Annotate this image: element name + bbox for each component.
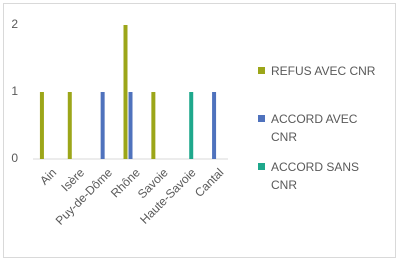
bar	[67, 92, 72, 159]
y-tick-label: 1	[11, 84, 18, 98]
bar	[212, 92, 217, 159]
legend-label: ACCORD AVEC CNR	[271, 112, 358, 144]
legend-label: ACCORD SANS CNR	[271, 160, 360, 192]
legend-entry: ACCORD SANS CNR	[258, 158, 376, 194]
bar	[123, 25, 128, 159]
legend-swatch	[258, 115, 265, 122]
bar	[189, 92, 194, 159]
x-tick-label: Cantal	[192, 165, 226, 199]
y-tick-label: 2	[11, 17, 18, 31]
legend-entry: REFUS AVEC CNR	[258, 62, 376, 80]
chart-border	[3, 3, 396, 258]
bar	[100, 92, 105, 159]
legend-swatch	[258, 163, 265, 170]
x-tick-label: Ain	[37, 165, 59, 187]
bar	[39, 92, 44, 159]
y-tick-label: 0	[11, 151, 18, 165]
bar	[151, 92, 156, 159]
legend-swatch	[258, 67, 265, 74]
legend-entry: ACCORD AVEC CNR	[258, 110, 376, 146]
bar	[128, 92, 133, 159]
legend-label: REFUS AVEC CNR	[271, 64, 376, 78]
